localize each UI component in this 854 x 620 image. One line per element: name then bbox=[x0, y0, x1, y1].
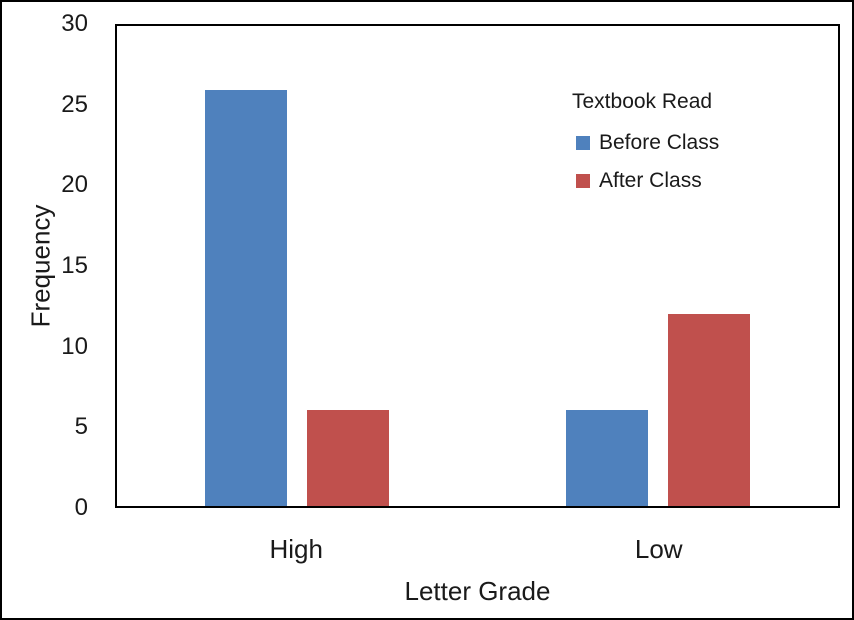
bar-high-after-class bbox=[307, 410, 390, 506]
bar-group-low bbox=[478, 26, 839, 506]
y-tick-label-5: 5 bbox=[74, 413, 88, 441]
y-tick-label-25: 25 bbox=[61, 90, 88, 118]
legend-items: Before Class After Class bbox=[570, 129, 719, 195]
x-category-label-high: High bbox=[269, 534, 323, 564]
legend-item-before-class: Before Class bbox=[570, 129, 719, 156]
bar-group-high bbox=[117, 26, 478, 506]
legend-item-label: After Class bbox=[599, 169, 702, 193]
y-tick-label-0: 0 bbox=[74, 494, 88, 521]
y-tick-label-15: 15 bbox=[61, 252, 88, 279]
bar-low-before-class bbox=[565, 410, 648, 506]
x-category-labels: High Low bbox=[115, 534, 840, 565]
plot-area bbox=[115, 24, 840, 508]
legend-swatch-icon bbox=[576, 135, 590, 150]
y-tick-label-10: 10 bbox=[61, 332, 88, 360]
y-axis-tick-labels: 0 5 10 15 20 25 30 bbox=[2, 12, 102, 520]
legend-swatch-icon bbox=[576, 174, 590, 189]
y-tick-label-30: 30 bbox=[61, 10, 88, 37]
x-category-label-low: Low bbox=[634, 534, 683, 564]
legend: Textbook Read Before Class After Class bbox=[570, 89, 719, 206]
bar-high-before-class bbox=[205, 90, 288, 506]
legend-item-after-class: After Class bbox=[570, 167, 719, 194]
legend-title: Textbook Read bbox=[572, 90, 713, 113]
y-tick-label-20: 20 bbox=[61, 171, 88, 199]
bar-low-after-class bbox=[667, 314, 750, 506]
x-axis-title: Letter Grade bbox=[404, 576, 551, 606]
legend-item-label: Before Class bbox=[599, 131, 720, 155]
